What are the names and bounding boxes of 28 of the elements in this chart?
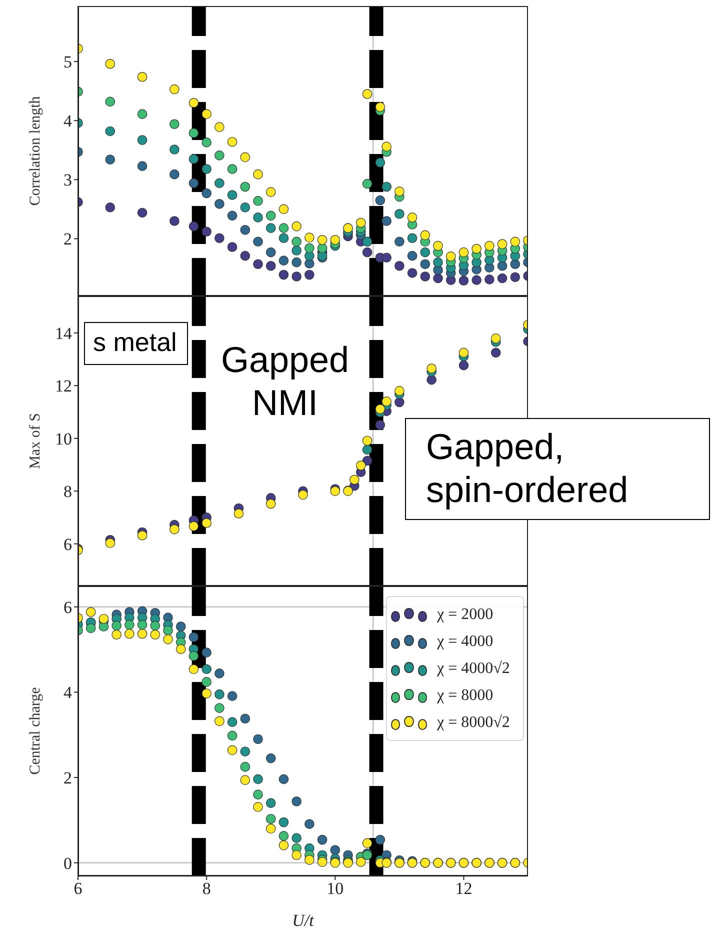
legend-label: χ = 4000√2 xyxy=(437,660,510,678)
y-tick-label: 3 xyxy=(64,170,72,190)
legend-label: χ = 4000 xyxy=(437,632,494,650)
legend-label: χ = 8000 xyxy=(437,686,494,704)
y-tick-label: 10 xyxy=(55,429,72,448)
y-tick-label: 6 xyxy=(64,534,72,554)
annotation: Gapped NMI xyxy=(220,339,350,424)
y-tick-label: 0 xyxy=(64,854,72,873)
x-tick-label: 12 xyxy=(455,879,472,898)
y-axis-title: Correlation length xyxy=(27,96,44,206)
annotation: Gapped, spin-ordered xyxy=(426,426,628,510)
legend-label: χ = 8000√2 xyxy=(437,714,510,732)
legend-label: χ = 2000 xyxy=(437,606,494,624)
y-tick-label: 12 xyxy=(55,376,72,396)
y-tick-label: 14 xyxy=(55,324,72,343)
y-tick-label: 8 xyxy=(64,482,72,502)
x-axis-title: U/t xyxy=(292,911,316,928)
y-axis-title: Max of S xyxy=(27,413,44,469)
x-tick-label: 10 xyxy=(326,879,344,898)
y-tick-label: 4 xyxy=(64,683,72,702)
annotation: s metal xyxy=(93,327,177,357)
y-tick-label: 6 xyxy=(64,598,72,617)
y-tick-label: 4 xyxy=(64,112,72,131)
x-tick-label: 8 xyxy=(202,879,211,898)
y-tick-label: 5 xyxy=(64,52,72,72)
y-tick-label: 2 xyxy=(64,768,72,788)
y-axis-title: Central charge xyxy=(27,686,44,775)
y-tick-label: 2 xyxy=(64,230,72,249)
